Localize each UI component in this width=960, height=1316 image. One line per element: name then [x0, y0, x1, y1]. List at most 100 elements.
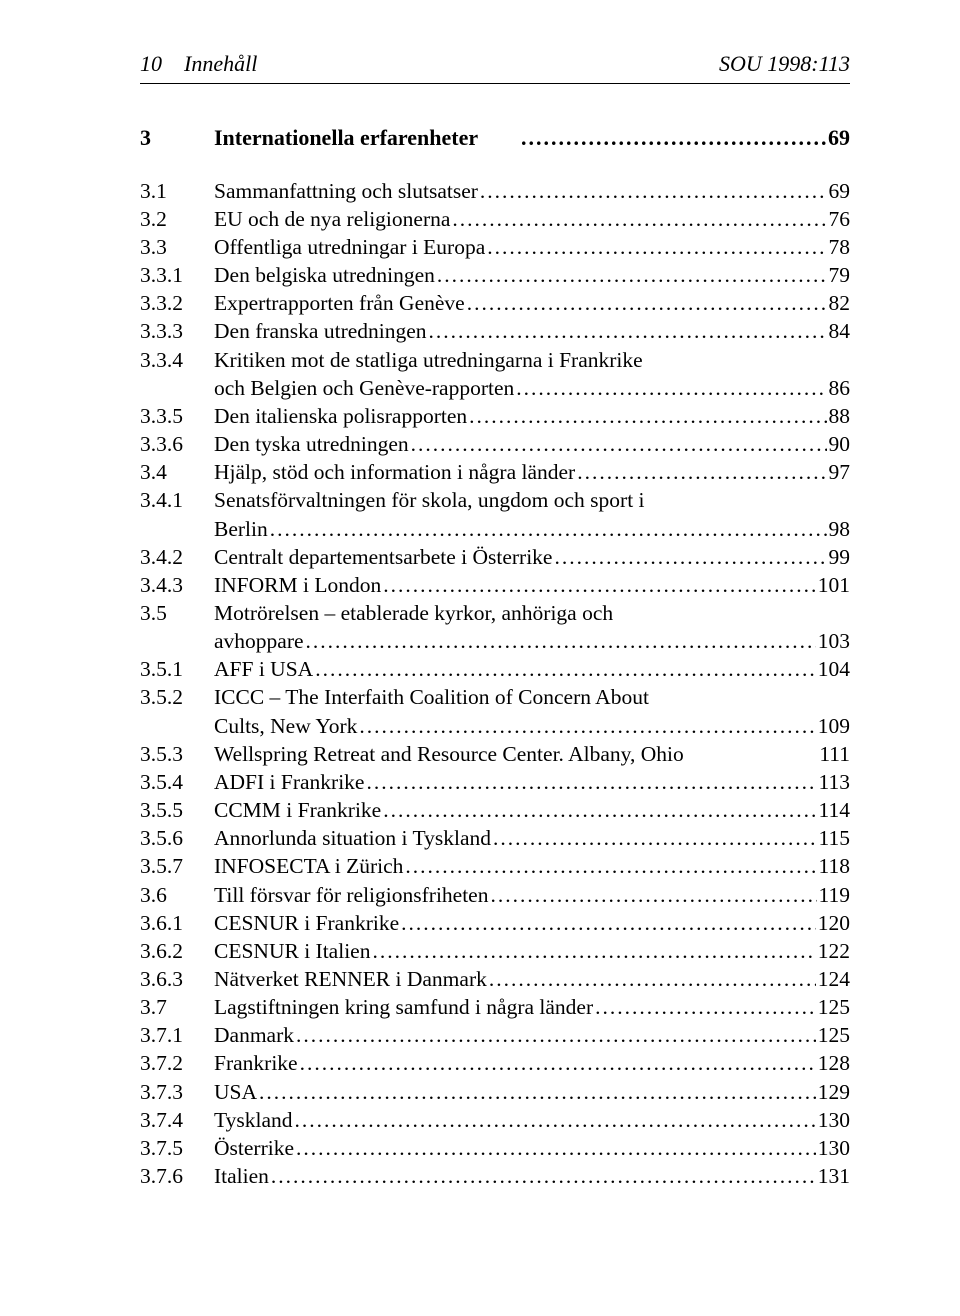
toc-entry-number: 3.7.1	[140, 1021, 214, 1049]
toc-entry-title: Annorlunda situation i Tyskland	[214, 824, 491, 852]
leader-dots: ........................................…	[493, 824, 817, 852]
leader-dots: ........................................…	[480, 177, 827, 205]
leader-dots: ........................................…	[372, 937, 815, 965]
toc-entry-title: INFOSECTA i Zürich	[214, 852, 403, 880]
toc-entry-number: 3.5.5	[140, 796, 214, 824]
toc-entry-title: Senatsförvaltningen för skola, ungdom oc…	[214, 486, 645, 514]
chapter-heading-row: 3 Internationella erfarenheter .........…	[140, 124, 850, 153]
leader-dots: ........................................…	[487, 233, 826, 261]
toc-row: 3.7.1Danmark............................…	[140, 1021, 850, 1049]
toc-entry-title: Frankrike	[214, 1049, 298, 1077]
toc-entry-page: 130	[818, 1106, 850, 1134]
leader-dots: ........................................…	[452, 205, 826, 233]
toc-entry-title: Den tyska utredningen	[214, 430, 409, 458]
toc-title-wrap: Nätverket RENNER i Danmark..............…	[214, 965, 818, 993]
header-document-ref: SOU 1998:113	[719, 50, 850, 79]
toc-title-wrap: AFF i USA...............................…	[214, 655, 818, 683]
table-of-contents: 3.1Sammanfattning och slutsatser........…	[140, 177, 850, 1191]
toc-entry-title: Italien	[214, 1162, 269, 1190]
toc-entry-page: 125	[818, 1021, 850, 1049]
toc-entry-page: 76	[829, 205, 851, 233]
toc-entry-page: 103	[818, 627, 850, 655]
toc-entry-page: 115	[819, 824, 850, 852]
toc-entry-page: 113	[819, 768, 850, 796]
toc-title-wrap: USA.....................................…	[214, 1078, 818, 1106]
toc-entry-title: Den italienska polisrapporten	[214, 402, 467, 430]
toc-entry-title-continuation: Cults, New York	[214, 712, 357, 740]
toc-row: 3.5.5CCMM i Frankrike...................…	[140, 796, 850, 824]
leader-dots: ........................................…	[295, 1106, 816, 1134]
toc-row: 3.4.2Centralt departementsarbete i Öster…	[140, 543, 850, 571]
toc-entry-number: 3.7.2	[140, 1049, 214, 1077]
toc-entry-page: 130	[818, 1134, 850, 1162]
toc-title-wrap: Österrike...............................…	[214, 1134, 818, 1162]
toc-row: 3.4.1Senatsförvaltningen för skola, ungd…	[140, 486, 850, 514]
toc-entry-title: Sammanfattning och slutsatser	[214, 177, 478, 205]
toc-row: 3.3.6Den tyska utredningen..............…	[140, 430, 850, 458]
toc-title-wrap: EU och de nya religionerna..............…	[214, 205, 829, 233]
toc-row: 3.3Offentliga utredningar i Europa......…	[140, 233, 850, 261]
toc-row-continuation: avhoppare...............................…	[140, 627, 850, 655]
leader-dots: ........................................…	[300, 1049, 816, 1077]
toc-entry-title: Offentliga utredningar i Europa	[214, 233, 485, 261]
toc-entry-number: 3.5.1	[140, 655, 214, 683]
leader-dots: ........................................…	[521, 124, 826, 153]
header-page-number: 10	[140, 51, 162, 76]
toc-entry-number: 3.6	[140, 881, 214, 909]
leader-dots: ........................................…	[405, 852, 816, 880]
toc-title-wrap: Centralt departementsarbete i Österrike.…	[214, 543, 829, 571]
toc-entry-number: 3.7.3	[140, 1078, 214, 1106]
toc-title-wrap: Till försvar för religionsfriheten......…	[214, 881, 819, 909]
leader-dots: ........................................…	[490, 881, 816, 909]
toc-row-continuation: och Belgien och Genève-rapporten........…	[140, 374, 850, 402]
toc-entry-page: 131	[818, 1162, 850, 1190]
toc-entry-number: 3.1	[140, 177, 214, 205]
toc-title-wrap: INFORM i London.........................…	[214, 571, 818, 599]
toc-entry-page: 120	[818, 909, 850, 937]
leader-dots: ........................................…	[554, 543, 826, 571]
leader-dots: ........................................…	[383, 796, 816, 824]
toc-row-continuation: Berlin..................................…	[140, 515, 850, 543]
toc-entry-title-continuation: avhoppare	[214, 627, 304, 655]
toc-title-wrap: Danmark.................................…	[214, 1021, 818, 1049]
toc-entry-title: AFF i USA	[214, 655, 313, 683]
leader-dots: ........................................…	[577, 458, 826, 486]
toc-row: 3.5.1AFF i USA..........................…	[140, 655, 850, 683]
toc-title-wrap: Den franska utredningen.................…	[214, 317, 829, 345]
leader-dots: ........................................…	[401, 909, 816, 937]
toc-entry-title-continuation: och Belgien och Genève-rapporten	[214, 374, 514, 402]
toc-row: 3.3.5Den italienska polisrapporten......…	[140, 402, 850, 430]
toc-entry-page: 98	[829, 515, 851, 543]
toc-entry-number: 3.3.2	[140, 289, 214, 317]
toc-row: 3.4.3INFORM i London....................…	[140, 571, 850, 599]
toc-title-wrap: Cults, New York.........................…	[214, 712, 818, 740]
toc-entry-title: USA	[214, 1078, 257, 1106]
toc-entry-title: Den franska utredningen	[214, 317, 427, 345]
toc-entry-number: 3.4	[140, 458, 214, 486]
toc-entry-title: Centralt departementsarbete i Österrike	[214, 543, 552, 571]
toc-entry-page: 125	[818, 993, 850, 1021]
toc-title-wrap: Offentliga utredningar i Europa.........…	[214, 233, 829, 261]
title-page-gap	[684, 740, 689, 768]
toc-entry-number: 3.7.6	[140, 1162, 214, 1190]
toc-entry-number: 3.5.7	[140, 852, 214, 880]
toc-title-wrap: Wellspring Retreat and Resource Center. …	[214, 740, 819, 768]
leader-dots: ........................................…	[270, 515, 827, 543]
toc-row: 3.5.3Wellspring Retreat and Resource Cen…	[140, 740, 850, 768]
toc-row: 3.6.3Nätverket RENNER i Danmark.........…	[140, 965, 850, 993]
toc-row: 3.7.6Italien............................…	[140, 1162, 850, 1190]
toc-entry-title: EU och de nya religionerna	[214, 205, 450, 233]
toc-entry-number: 3.2	[140, 205, 214, 233]
toc-entry-title-continuation: Berlin	[214, 515, 268, 543]
toc-entry-number: 3.5.3	[140, 740, 214, 768]
toc-row: 3.6.1CESNUR i Frankrike.................…	[140, 909, 850, 937]
toc-entry-page: 88	[829, 402, 851, 430]
toc-entry-page: 118	[819, 852, 850, 880]
toc-entry-page: 109	[818, 712, 850, 740]
toc-title-wrap: Tyskland................................…	[214, 1106, 818, 1134]
toc-title-wrap: CESNUR i Italien........................…	[214, 937, 818, 965]
toc-entry-number: 3.3.1	[140, 261, 214, 289]
toc-entry-number: 3.3	[140, 233, 214, 261]
toc-title-wrap: INFOSECTA i Zürich......................…	[214, 852, 819, 880]
toc-title-wrap: ADFI i Frankrike........................…	[214, 768, 819, 796]
